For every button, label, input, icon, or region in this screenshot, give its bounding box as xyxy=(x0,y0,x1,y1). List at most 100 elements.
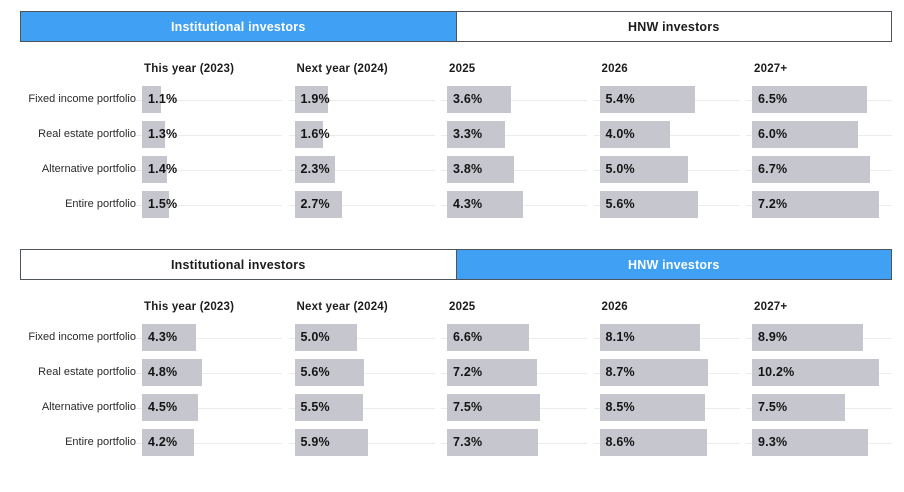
bar-track xyxy=(288,337,435,339)
bar-track xyxy=(136,169,282,171)
bar-value-label: 8.1% xyxy=(605,330,635,344)
bar-alternative-portfolio-next-year-2024 xyxy=(294,156,336,183)
column-header-next-year-2024: Next year (2024) xyxy=(296,63,388,75)
bar-entire-portfolio-2025 xyxy=(447,191,523,218)
row-label-fixed-income-portfolio: Fixed income portfolio xyxy=(28,331,136,343)
bar-value-label: 1.4% xyxy=(148,162,178,176)
tab-institutional-investors[interactable]: Institutional investors xyxy=(20,249,457,280)
bar-track xyxy=(441,169,587,171)
bar-value-label: 4.3% xyxy=(148,330,178,344)
bar-track xyxy=(136,442,282,444)
bar-fixed-income-portfolio-this-year-2023 xyxy=(142,324,196,351)
bar-real-estate-portfolio-2027 xyxy=(752,359,879,386)
bar-track xyxy=(136,134,282,136)
institutional-investors-panel: Institutional investors HNW investors This… xyxy=(20,11,892,221)
bar-value-label: 2.7% xyxy=(300,197,330,211)
investor-type-tab-bar: Institutional investors HNW investors xyxy=(20,249,892,280)
row-label-entire-portfolio: Entire portfolio xyxy=(65,436,136,448)
column-header-2026: 2026 xyxy=(601,301,628,313)
investor-type-tab-bar: Institutional investors HNW investors xyxy=(20,11,892,42)
bar-fixed-income-portfolio-2025 xyxy=(447,86,511,113)
bar-value-label: 5.9% xyxy=(300,435,330,449)
bar-entire-portfolio-2026 xyxy=(599,429,707,456)
bar-value-label: 4.3% xyxy=(453,197,483,211)
bar-value-label: 6.5% xyxy=(758,92,788,106)
bar-value-label: 6.0% xyxy=(758,127,788,141)
bar-entire-portfolio-2027 xyxy=(752,191,879,218)
bar-value-label: 8.5% xyxy=(605,400,635,414)
bar-track xyxy=(136,407,282,409)
bar-entire-portfolio-next-year-2024 xyxy=(294,429,368,456)
bar-value-label: 7.3% xyxy=(453,435,483,449)
bar-value-label: 5.6% xyxy=(605,197,635,211)
bar-value-label: 1.3% xyxy=(148,127,178,141)
bar-value-label: 9.3% xyxy=(758,435,788,449)
bar-value-label: 8.6% xyxy=(605,435,635,449)
row-label-fixed-income-portfolio: Fixed income portfolio xyxy=(28,93,136,105)
bar-value-label: 8.7% xyxy=(605,365,635,379)
bar-track xyxy=(136,204,282,206)
bar-value-label: 4.0% xyxy=(605,127,635,141)
bar-entire-portfolio-2025 xyxy=(447,429,538,456)
bar-alternative-portfolio-2026 xyxy=(599,156,688,183)
row-label-real-estate-portfolio: Real estate portfolio xyxy=(38,128,136,140)
bar-value-label: 2.3% xyxy=(300,162,330,176)
bar-value-label: 10.2% xyxy=(758,365,795,379)
bar-fixed-income-portfolio-2026 xyxy=(599,324,701,351)
bar-alternative-portfolio-next-year-2024 xyxy=(294,394,363,421)
bar-real-estate-portfolio-this-year-2023 xyxy=(142,359,202,386)
bar-fixed-income-portfolio-next-year-2024 xyxy=(294,324,357,351)
column-header-2026: 2026 xyxy=(601,63,628,75)
bar-value-label: 1.9% xyxy=(300,92,330,106)
bar-value-label: 5.0% xyxy=(605,162,635,176)
bar-track xyxy=(441,134,587,136)
bar-alternative-portfolio-2026 xyxy=(599,394,706,421)
bar-alternative-portfolio-this-year-2023 xyxy=(142,156,167,183)
tab-institutional-investors[interactable]: Institutional investors xyxy=(20,11,457,42)
bar-alternative-portfolio-2027 xyxy=(752,156,871,183)
bar-real-estate-portfolio-this-year-2023 xyxy=(142,121,165,148)
column-header-2027: 2027+ xyxy=(754,63,788,75)
tab-hnw-investors[interactable]: HNW investors xyxy=(456,11,892,42)
bar-value-label: 5.0% xyxy=(300,330,330,344)
bar-value-label: 6.7% xyxy=(758,162,788,176)
column-header-2025: 2025 xyxy=(449,301,476,313)
bar-value-label: 4.8% xyxy=(148,365,178,379)
column-header-this-year-2023: This year (2023) xyxy=(144,63,235,75)
bar-fixed-income-portfolio-2027 xyxy=(752,324,863,351)
bar-real-estate-portfolio-2026 xyxy=(599,121,671,148)
bar-track xyxy=(136,337,282,339)
bar-value-label: 1.6% xyxy=(300,127,330,141)
bar-value-label: 7.2% xyxy=(453,365,483,379)
bar-value-label: 6.6% xyxy=(453,330,483,344)
bar-entire-portfolio-next-year-2024 xyxy=(294,191,343,218)
bar-real-estate-portfolio-2026 xyxy=(599,359,708,386)
column-header-2027: 2027+ xyxy=(754,301,788,313)
bar-track xyxy=(288,169,435,171)
bar-real-estate-portfolio-2027 xyxy=(752,121,858,148)
bar-real-estate-portfolio-2025 xyxy=(447,359,537,386)
bar-value-label: 5.5% xyxy=(300,400,330,414)
column-header-2025: 2025 xyxy=(449,63,476,75)
tab-hnw-investors[interactable]: HNW investors xyxy=(456,249,892,280)
bar-fixed-income-portfolio-2026 xyxy=(599,86,695,113)
bar-value-label: 7.5% xyxy=(758,400,788,414)
hnw-investors-panel: Institutional investors HNW investors This… xyxy=(20,249,892,459)
bar-entire-portfolio-this-year-2023 xyxy=(142,191,169,218)
bar-track xyxy=(288,134,435,136)
bar-alternative-portfolio-2025 xyxy=(447,394,541,421)
row-label-entire-portfolio: Entire portfolio xyxy=(65,198,136,210)
bar-track xyxy=(288,204,435,206)
bar-value-label: 8.9% xyxy=(758,330,788,344)
bar-entire-portfolio-2027 xyxy=(752,429,868,456)
bar-track xyxy=(136,99,282,101)
bar-value-label: 1.5% xyxy=(148,197,178,211)
column-header-next-year-2024: Next year (2024) xyxy=(296,301,388,313)
bar-value-label: 3.3% xyxy=(453,127,483,141)
bar-value-label: 5.4% xyxy=(605,92,635,106)
bar-value-label: 5.6% xyxy=(300,365,330,379)
bar-fixed-income-portfolio-next-year-2024 xyxy=(294,86,328,113)
bar-track xyxy=(288,99,435,101)
bar-value-label: 3.6% xyxy=(453,92,483,106)
bar-fixed-income-portfolio-2025 xyxy=(447,324,530,351)
